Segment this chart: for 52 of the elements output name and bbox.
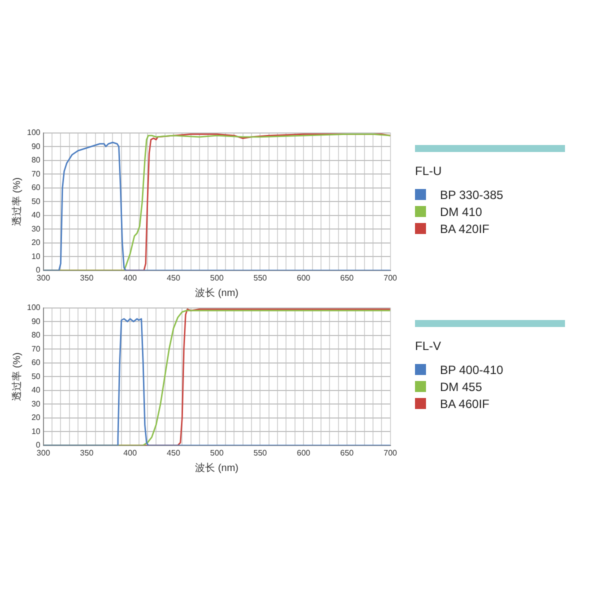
- y-tick-label: 90: [31, 316, 41, 326]
- x-tick-label: 500: [210, 273, 224, 282]
- y-tick-label: 90: [31, 142, 41, 151]
- x-tick-label: 350: [80, 448, 94, 458]
- x-tick-label: 650: [340, 273, 354, 282]
- y-tick-label: 80: [31, 330, 41, 340]
- y-tick-label: 70: [31, 169, 41, 178]
- y-tick-label: 80: [31, 156, 41, 165]
- y-tick-label: 30: [31, 224, 41, 234]
- x-tick-label: 600: [296, 273, 311, 282]
- y-tick-label: 0: [36, 440, 41, 450]
- y-tick-label: 60: [31, 183, 41, 192]
- y-tick-label: 40: [31, 210, 41, 220]
- x-tick-label: 400: [123, 273, 138, 282]
- x-tick-label: 350: [80, 273, 94, 282]
- x-tick-label: 700: [384, 273, 398, 282]
- y-tick-label: 10: [31, 252, 41, 261]
- x-tick-label: 400: [123, 448, 138, 458]
- x-axis-title: 波长 (nm): [195, 286, 239, 299]
- y-tick-label: 20: [31, 238, 41, 248]
- y-axis-title: 透过率 (%): [10, 177, 23, 226]
- x-tick-label: 600: [296, 448, 311, 458]
- y-tick-label: 0: [36, 266, 41, 275]
- y-axis-title: 透过率 (%): [10, 352, 23, 401]
- x-tick-label: 550: [254, 448, 268, 458]
- x-tick-label: 300: [36, 448, 51, 458]
- legend-label: BP 400-410: [440, 362, 504, 376]
- x-tick-label: 450: [166, 273, 181, 282]
- y-tick-label: 100: [26, 128, 41, 138]
- legend-label: DM 455: [440, 380, 482, 394]
- legend-label: BA 420IF: [440, 222, 490, 236]
- legend-label: DM 410: [440, 204, 482, 218]
- legend-title: FL-V: [415, 339, 442, 353]
- x-tick-label: 550: [254, 273, 268, 282]
- x-tick-label: 700: [384, 448, 398, 458]
- y-tick-label: 100: [26, 303, 41, 312]
- x-tick-label: 450: [166, 448, 181, 458]
- legend-label: BA 460IF: [440, 396, 490, 410]
- x-tick-label: 500: [210, 448, 224, 458]
- y-tick-label: 70: [31, 344, 41, 354]
- y-tick-label: 10: [31, 426, 41, 436]
- y-tick-label: 30: [31, 399, 41, 408]
- y-tick-label: 20: [31, 413, 41, 422]
- x-tick-label: 650: [340, 448, 354, 458]
- legend-label: BP 330-385: [440, 188, 504, 202]
- y-tick-label: 60: [31, 358, 41, 368]
- y-tick-label: 50: [31, 196, 41, 206]
- y-tick-label: 50: [31, 372, 41, 381]
- legend-title: FL-U: [415, 164, 443, 178]
- x-tick-label: 300: [36, 273, 51, 282]
- x-axis-title: 波长 (nm): [195, 462, 239, 474]
- y-tick-label: 40: [31, 386, 41, 395]
